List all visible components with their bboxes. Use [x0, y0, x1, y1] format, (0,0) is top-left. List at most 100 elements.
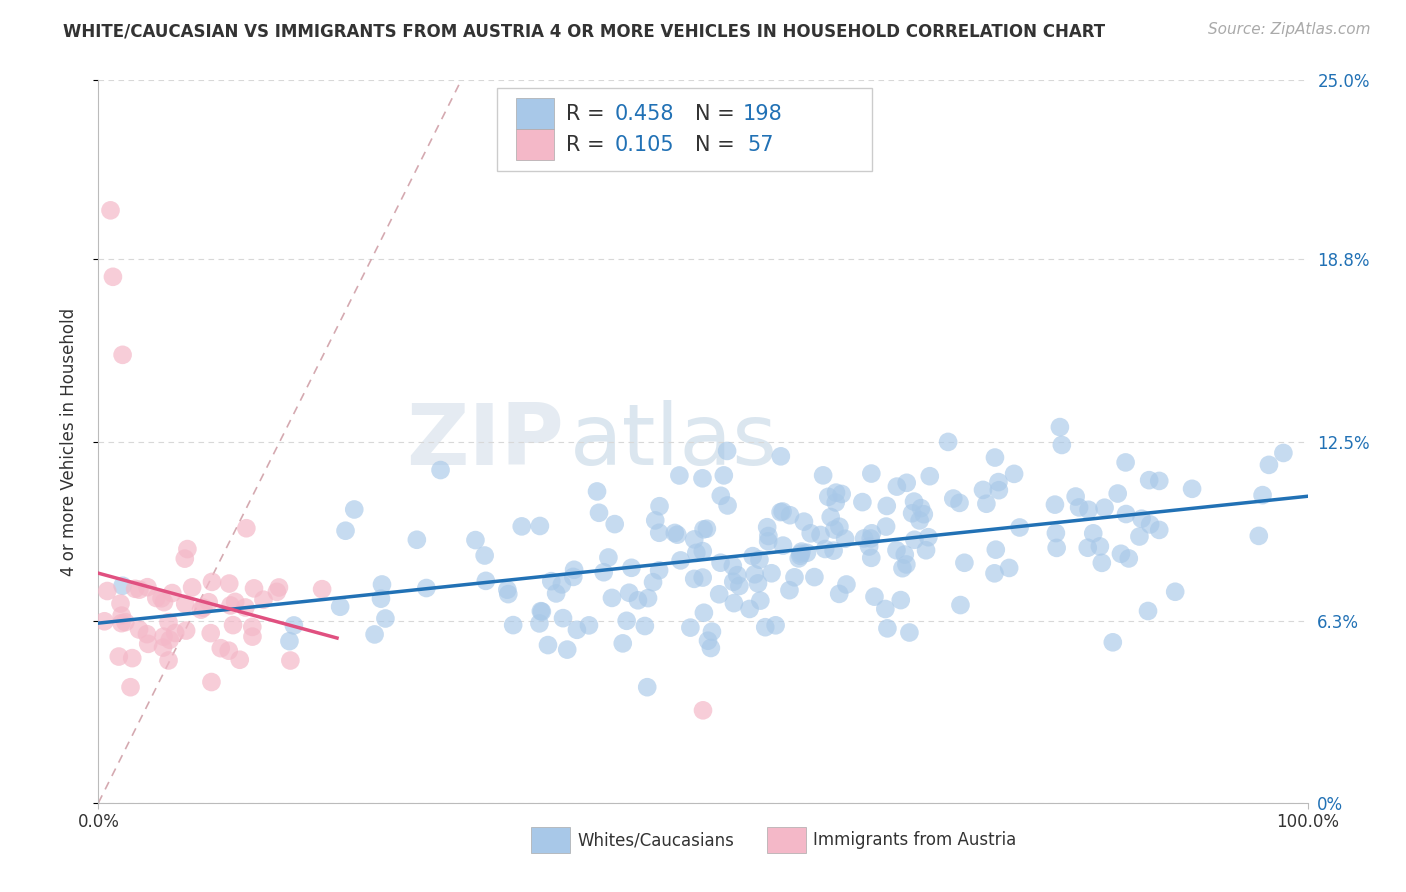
- Point: [648, 563, 671, 577]
- Point: [502, 618, 524, 632]
- Point: [1164, 584, 1187, 599]
- Point: [162, 586, 184, 600]
- Point: [778, 583, 800, 598]
- Point: [174, 624, 197, 638]
- Point: [429, 463, 451, 477]
- Point: [176, 542, 198, 557]
- Point: [716, 499, 738, 513]
- Point: [128, 623, 150, 637]
- Point: [219, 599, 242, 613]
- Point: [744, 567, 766, 582]
- Point: [128, 582, 150, 597]
- Point: [266, 585, 288, 599]
- Point: [222, 618, 245, 632]
- FancyBboxPatch shape: [498, 87, 872, 170]
- Point: [823, 543, 845, 558]
- Point: [713, 468, 735, 483]
- Point: [537, 638, 560, 652]
- Point: [1115, 455, 1137, 469]
- Point: [496, 582, 519, 597]
- Point: [823, 523, 845, 537]
- Point: [664, 525, 686, 540]
- Point: [949, 598, 972, 612]
- Point: [803, 570, 825, 584]
- Point: [1258, 458, 1281, 472]
- Point: [692, 703, 714, 717]
- Text: N =: N =: [695, 135, 748, 154]
- Point: [987, 483, 1010, 498]
- Text: Immigrants from Austria: Immigrants from Austria: [813, 831, 1017, 849]
- Point: [1067, 500, 1090, 515]
- Point: [498, 587, 520, 601]
- Point: [723, 596, 745, 610]
- Point: [588, 506, 610, 520]
- Point: [917, 530, 939, 544]
- Point: [875, 519, 897, 533]
- Point: [370, 591, 392, 606]
- Point: [510, 519, 533, 533]
- FancyBboxPatch shape: [516, 129, 554, 160]
- Point: [235, 600, 257, 615]
- Point: [789, 547, 811, 561]
- Point: [998, 561, 1021, 575]
- Point: [984, 450, 1007, 465]
- Point: [120, 680, 142, 694]
- Point: [1043, 498, 1066, 512]
- Point: [193, 600, 215, 615]
- Point: [252, 592, 274, 607]
- Point: [644, 513, 666, 527]
- Point: [374, 611, 396, 625]
- Point: [936, 434, 959, 449]
- Text: atlas: atlas: [569, 400, 778, 483]
- Point: [692, 471, 714, 485]
- Point: [853, 532, 876, 546]
- Point: [529, 616, 551, 631]
- Point: [1128, 529, 1150, 543]
- Point: [728, 579, 751, 593]
- Point: [107, 649, 129, 664]
- Point: [942, 491, 965, 506]
- Point: [153, 595, 176, 609]
- Point: [1050, 438, 1073, 452]
- Point: [668, 468, 690, 483]
- Point: [114, 615, 136, 629]
- Point: [173, 551, 195, 566]
- Point: [859, 532, 882, 546]
- Point: [828, 587, 851, 601]
- Point: [748, 552, 770, 566]
- Point: [1077, 541, 1099, 555]
- Point: [890, 593, 912, 607]
- Point: [530, 605, 553, 619]
- Point: [738, 602, 761, 616]
- Point: [578, 618, 600, 632]
- Point: [825, 485, 848, 500]
- Point: [761, 566, 783, 581]
- Point: [235, 521, 257, 535]
- Point: [828, 520, 851, 534]
- Point: [831, 487, 853, 501]
- Point: [756, 520, 779, 534]
- Point: [617, 586, 640, 600]
- Point: [174, 597, 197, 611]
- Point: [474, 549, 496, 563]
- Point: [278, 634, 301, 648]
- Point: [136, 580, 159, 594]
- Point: [723, 574, 745, 589]
- Point: [709, 587, 731, 601]
- Point: [666, 527, 689, 541]
- Point: [1139, 517, 1161, 532]
- Point: [415, 581, 437, 595]
- Point: [898, 625, 921, 640]
- Point: [1251, 488, 1274, 502]
- Point: [886, 543, 908, 558]
- Point: [201, 574, 224, 589]
- Point: [894, 548, 917, 562]
- Point: [136, 637, 159, 651]
- Point: [772, 539, 794, 553]
- Point: [1149, 474, 1171, 488]
- Point: [683, 533, 706, 547]
- Point: [124, 582, 146, 596]
- Point: [876, 621, 898, 635]
- Point: [860, 550, 883, 565]
- Point: [976, 497, 998, 511]
